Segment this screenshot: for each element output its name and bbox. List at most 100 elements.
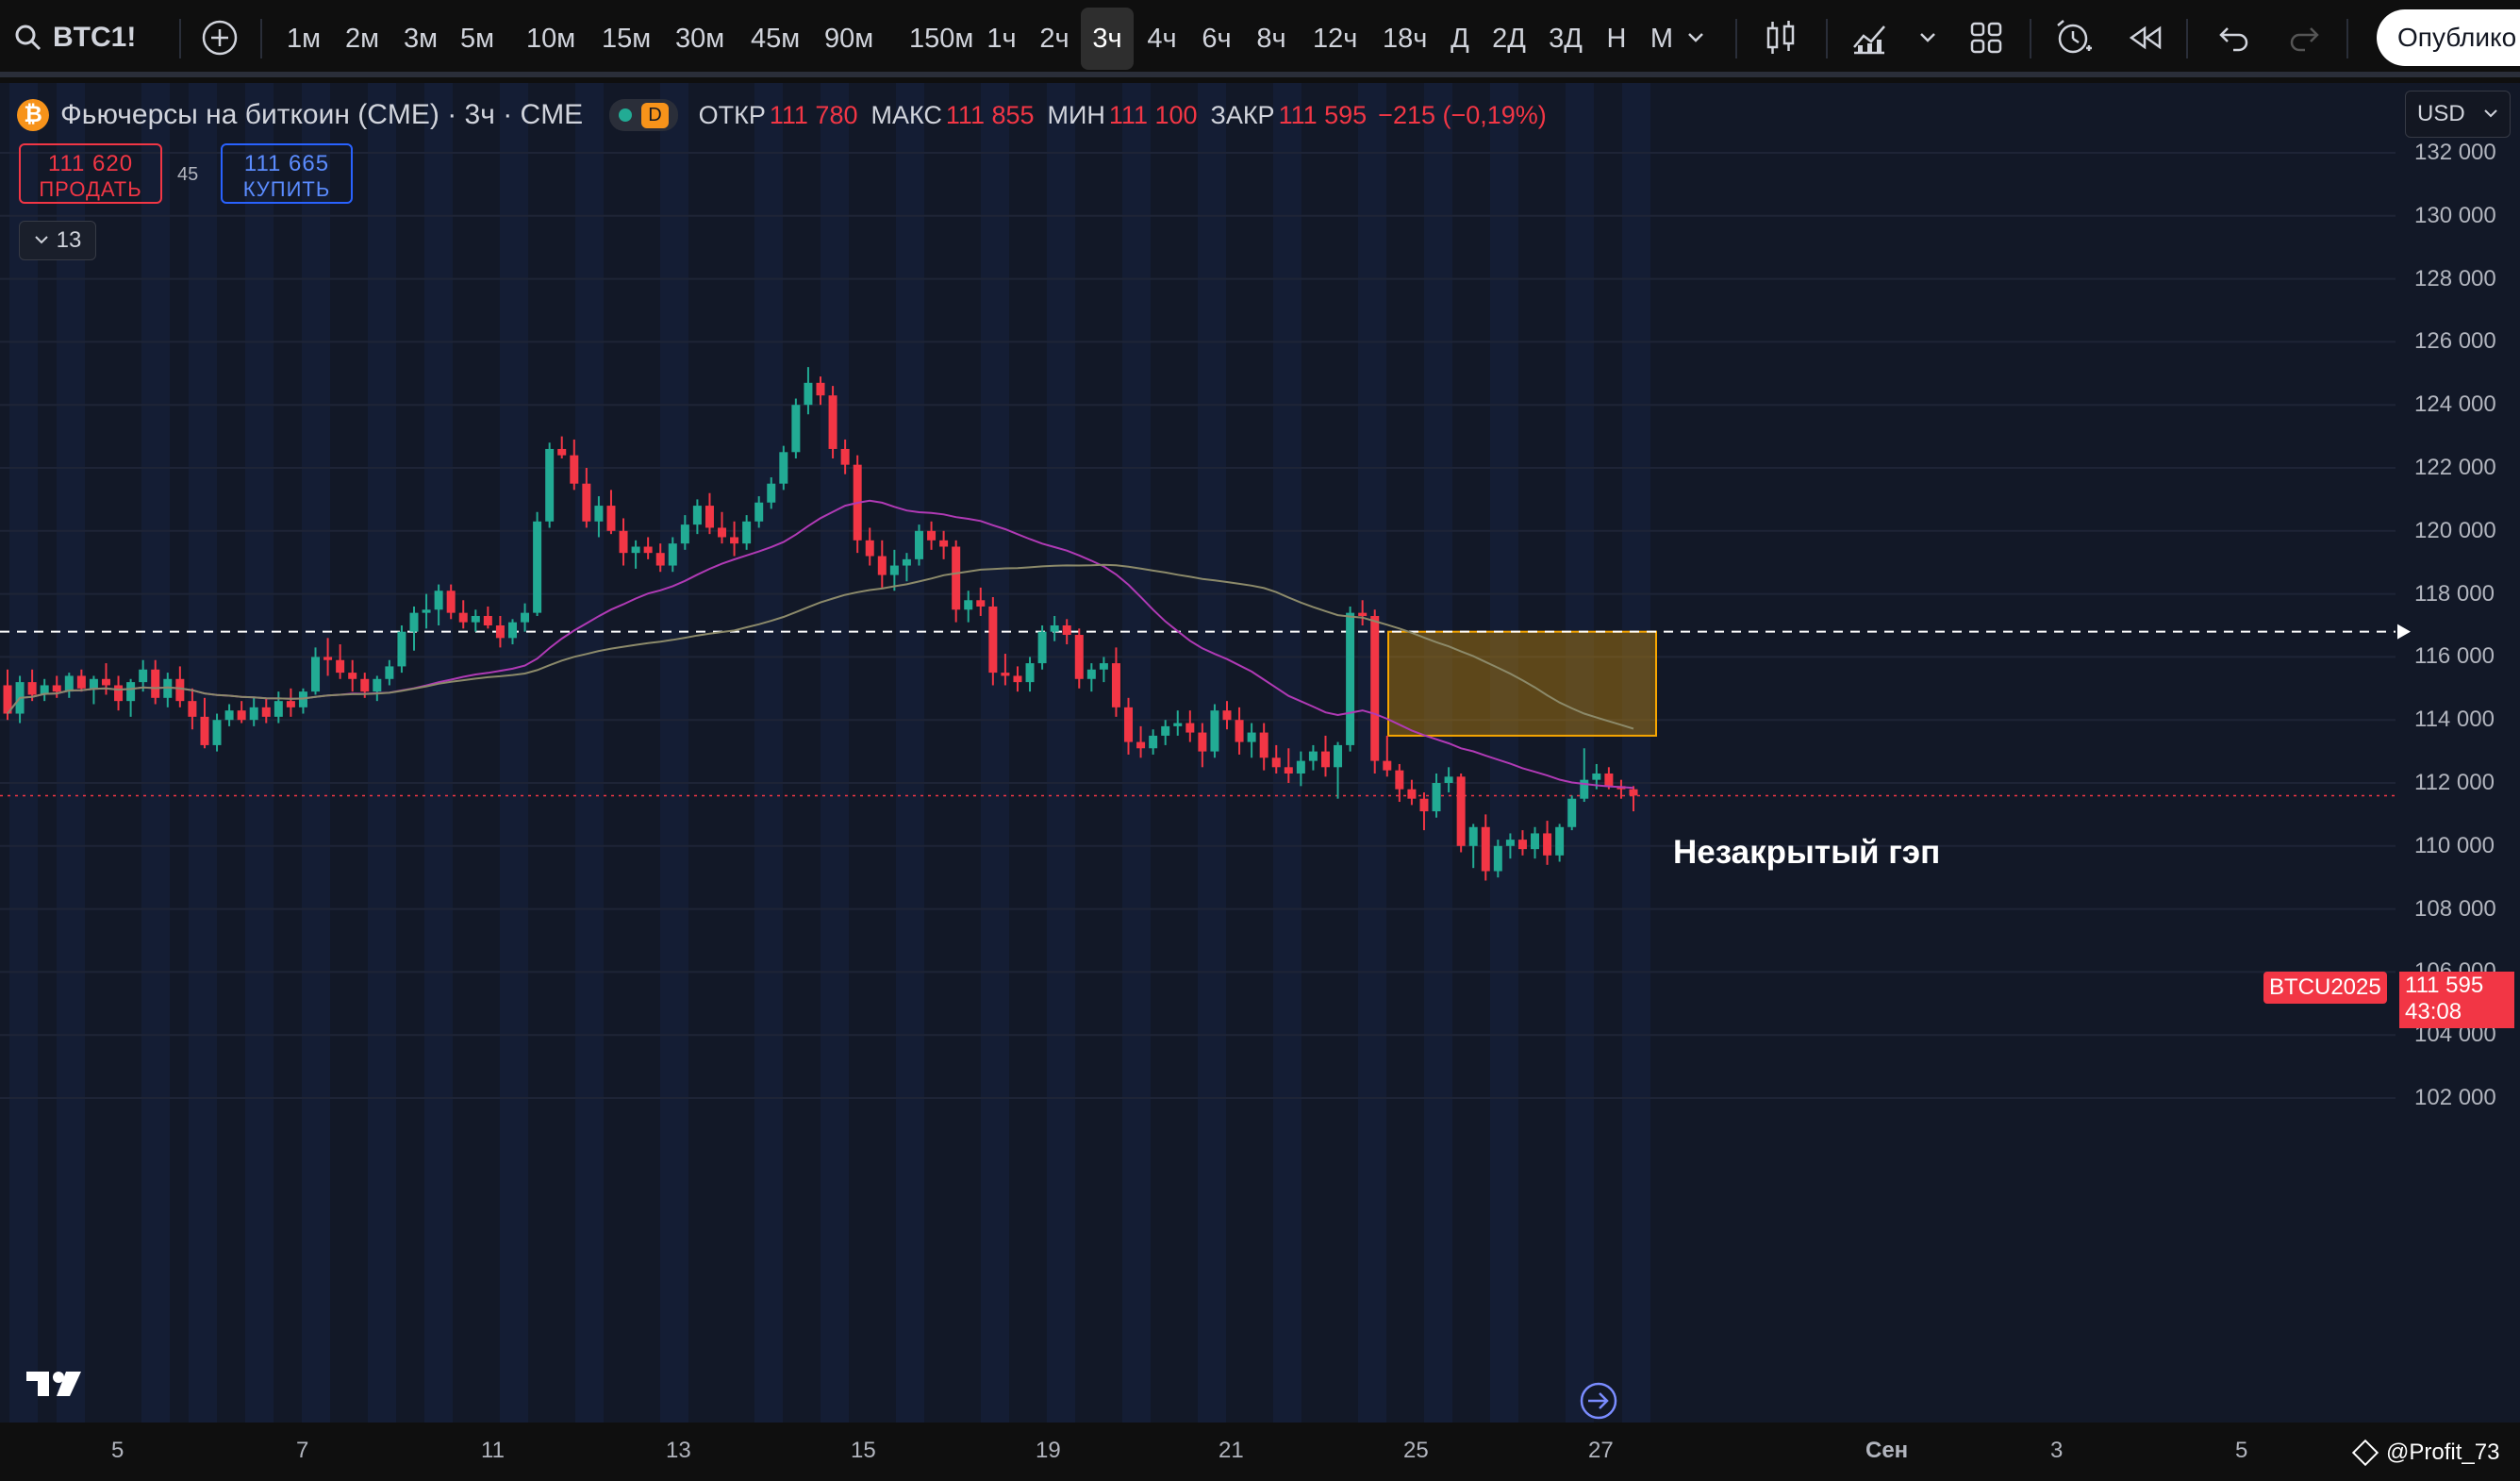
timeframe-16[interactable]: 12ч [1313, 24, 1358, 54]
delay-badge: D [641, 102, 669, 128]
candle-body [952, 546, 961, 610]
chevron-down-icon [2484, 109, 2497, 118]
timeframe-5[interactable]: 15м [602, 24, 652, 54]
indicators-toggle[interactable]: 13 [19, 221, 96, 260]
candle-body [175, 678, 185, 702]
price-chart[interactable] [0, 83, 2520, 1423]
alert-button[interactable] [2054, 0, 2094, 75]
chart-pane[interactable] [0, 83, 2520, 1423]
session-stripe [189, 83, 217, 1423]
candle-body [791, 405, 801, 453]
time-tick: 27 [1588, 1438, 1614, 1463]
timeframe-7[interactable]: 45м [751, 24, 801, 54]
indicators-dropdown[interactable] [1918, 0, 1937, 75]
separator [1735, 19, 1737, 58]
session-stripe [1566, 83, 1594, 1423]
session-stripe [1273, 83, 1301, 1423]
candle-body [692, 506, 702, 525]
redo-button[interactable] [2288, 0, 2322, 75]
candle-body [151, 669, 160, 698]
candle-body [1136, 741, 1146, 749]
timeframe-0[interactable]: 1м [286, 24, 322, 54]
separator [260, 19, 262, 58]
timeframe-1[interactable]: 2м [344, 24, 380, 54]
candle-body [360, 678, 370, 692]
session-stripe [754, 83, 783, 1423]
candle-body [1025, 663, 1035, 683]
candle-body [373, 678, 382, 692]
candle-body [1629, 789, 1638, 796]
sell-button[interactable]: 111 620 ПРОДАТЬ [19, 143, 162, 204]
legend-title[interactable]: Фьючерсы на биткоин (CME) · 3ч · CME [60, 99, 584, 130]
timeframe-19[interactable]: 2Д [1492, 24, 1526, 54]
author-watermark: @Profit_73 [2351, 1439, 2499, 1467]
undo-button[interactable] [2216, 0, 2250, 75]
candle-body [927, 530, 937, 541]
timeframe-20[interactable]: 3Д [1549, 24, 1583, 54]
indicators-icon [1853, 25, 1885, 55]
timeframe-13[interactable]: 4ч [1147, 24, 1177, 54]
timeframe-2[interactable]: 3м [403, 24, 439, 54]
session-stripe [1047, 83, 1075, 1423]
gap-annotation[interactable]: Незакрытый гэп [1673, 834, 1941, 871]
indicators-button[interactable] [1850, 0, 1888, 75]
separator [1826, 19, 1828, 58]
layout-button[interactable] [1969, 0, 2003, 75]
timeframe-11[interactable]: 2ч [1039, 24, 1069, 54]
timeframe-6[interactable]: 30м [675, 24, 725, 54]
candle-body [507, 622, 517, 639]
timeframe-dropdown[interactable] [1686, 0, 1705, 75]
candle-body [114, 685, 124, 702]
currency-select[interactable]: USD [2405, 91, 2511, 138]
buy-button[interactable]: 111 665 КУПИТЬ [221, 143, 353, 204]
timeframe-8[interactable]: 90м [824, 24, 874, 54]
price-tick: 128 000 [2414, 265, 2496, 291]
timeframe-18[interactable]: Д [1451, 24, 1469, 54]
session-stripe [424, 83, 453, 1423]
timeframe-4[interactable]: 10м [526, 24, 576, 54]
candle-body [27, 682, 37, 695]
candle-body [495, 625, 505, 639]
time-tick: 3 [2050, 1438, 2064, 1463]
close-label: ЗАКР [1210, 100, 1275, 129]
replay-button[interactable] [2128, 0, 2165, 75]
time-tick: 7 [296, 1438, 309, 1463]
timeframe-14[interactable]: 6ч [1202, 24, 1232, 54]
candle-body [1567, 798, 1577, 827]
timeframe-9[interactable]: 150м [909, 24, 974, 54]
session-badge[interactable]: D [609, 99, 678, 131]
candle-body [1210, 710, 1219, 752]
timeframe-22[interactable]: М [1650, 24, 1674, 54]
timeframe-17[interactable]: 18ч [1383, 24, 1428, 54]
chart-type-button[interactable] [1764, 0, 1798, 75]
add-symbol-button[interactable] [200, 0, 240, 75]
symbol-search[interactable]: BTC1! [13, 0, 136, 75]
redo-icon [2290, 27, 2319, 52]
separator [2346, 19, 2348, 58]
timeframe-12[interactable]: 3ч [1081, 8, 1134, 70]
candle-body [1555, 826, 1565, 856]
timeframe-10[interactable]: 1ч [986, 24, 1017, 54]
candle-body [1444, 776, 1453, 783]
session-stripe [57, 83, 85, 1423]
timeframe-21[interactable]: Н [1606, 24, 1627, 54]
candle-body [274, 701, 283, 717]
plus-circle-icon [202, 20, 238, 56]
candle-body [1370, 615, 1380, 761]
timeframe-3[interactable]: 5м [459, 24, 495, 54]
moving-average-slow [7, 563, 1634, 730]
candle-body [1198, 732, 1207, 752]
timeframe-15[interactable]: 8ч [1256, 24, 1286, 54]
candle-body [718, 527, 727, 538]
buy-price: 111 665 [243, 151, 330, 176]
close-value: 111 595 [1278, 100, 1368, 129]
scroll-to-realtime-button[interactable] [1579, 1381, 1618, 1425]
candle-body [840, 448, 850, 465]
publish-button[interactable]: Опублико [2377, 9, 2520, 66]
price-tick: 130 000 [2414, 202, 2496, 228]
candle-body [1185, 723, 1195, 733]
chevron-down-icon [1920, 33, 1935, 42]
tradingview-logo[interactable] [25, 1368, 85, 1405]
binance-icon [2351, 1439, 2379, 1467]
candle-body [237, 710, 246, 721]
